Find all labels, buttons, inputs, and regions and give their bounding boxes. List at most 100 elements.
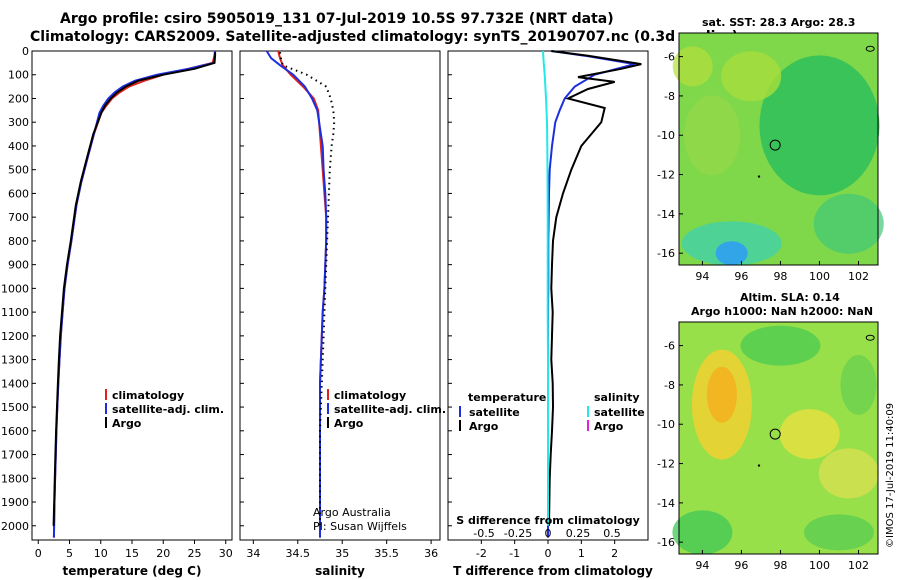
x-tick-label: 34.5 xyxy=(286,547,311,560)
x-tick-label: 94 xyxy=(695,270,709,283)
island-outline xyxy=(865,45,875,52)
y-tick-label: -12 xyxy=(657,458,675,471)
x-tick-label: 94 xyxy=(695,559,709,572)
x-tick-label: 35 xyxy=(335,547,349,560)
legend-label: Argo xyxy=(594,420,624,433)
x-tick-label: 15 xyxy=(125,547,139,560)
y-tick-label: 1300 xyxy=(1,354,29,367)
x-tick-label: 96 xyxy=(734,270,748,283)
y-tick-label: 1800 xyxy=(1,472,29,485)
y-tick-label: 100 xyxy=(8,69,29,82)
y-tick-label: 1900 xyxy=(1,496,29,509)
y-tick-label: -16 xyxy=(657,536,675,549)
x-tick-label: 98 xyxy=(773,270,787,283)
series-climatology xyxy=(52,50,217,538)
y-tick-label: 1700 xyxy=(1,449,29,462)
x-tick-label: -1 xyxy=(509,547,520,560)
field-patch xyxy=(779,409,840,460)
legend-label: climatology xyxy=(334,389,406,402)
legend-label: satellite-adj. clim. xyxy=(112,403,224,416)
y-tick-label: 1200 xyxy=(1,330,29,343)
legend-label: climatology xyxy=(112,389,184,402)
island-outline xyxy=(865,334,875,341)
map-frame xyxy=(678,321,879,555)
y-tick-label: -14 xyxy=(657,208,675,221)
island-dot xyxy=(757,464,761,467)
y-tick-label: -12 xyxy=(657,169,675,182)
y-tick-label: 500 xyxy=(8,164,29,177)
x-tick-label: -2 xyxy=(476,547,487,560)
sla-map-subtitle: Argo h1000: NaN h2000: NaN xyxy=(691,305,874,318)
legend-label: Argo xyxy=(469,420,499,433)
y-tick-label: -14 xyxy=(657,497,675,510)
x-tick-label: 25 xyxy=(188,547,202,560)
y-tick-label: 0 xyxy=(22,45,29,58)
sla-map-title: Altim. SLA: 0.14 xyxy=(740,291,840,304)
x-tick-label: 10 xyxy=(94,547,108,560)
x-tick-label: 35.5 xyxy=(374,547,399,560)
y-tick-label: 1000 xyxy=(1,282,29,295)
map-frame xyxy=(678,32,879,266)
sst-map: 94 96 98 100 102 -6 -8 -10 -12 -14 -16 xyxy=(657,32,884,283)
field-patch xyxy=(818,448,879,499)
title-line-1: Argo profile: csiro 5905019_131 07-Jul-2… xyxy=(60,11,614,27)
x-tick-label: 96 xyxy=(734,559,748,572)
y-tick-label: 1400 xyxy=(1,377,29,390)
x-tick-label: 98 xyxy=(773,559,787,572)
legend-label: satellite xyxy=(594,406,645,419)
legend-label: satellite xyxy=(469,406,520,419)
top-tick-label: -0.5 xyxy=(473,527,494,540)
series-temperature-argo xyxy=(548,50,642,526)
top-tick-label: -0.25 xyxy=(504,527,532,540)
legend-header: salinity xyxy=(594,391,640,404)
top-tick-label: 0 xyxy=(545,527,552,540)
field-patch xyxy=(759,55,880,196)
series-satellite-adj-clim- xyxy=(52,50,217,538)
y-tick-label: -6 xyxy=(664,51,675,64)
x-tick-label: 36 xyxy=(424,547,438,560)
x-tick-label: 100 xyxy=(809,559,830,572)
y-tick-label: -16 xyxy=(657,247,675,260)
field-patch xyxy=(721,51,782,102)
y-tick-label: -6 xyxy=(664,340,675,353)
x-axis-label: salinity xyxy=(315,564,365,578)
legend-label: Argo xyxy=(334,417,364,430)
y-tick-label: -10 xyxy=(657,418,675,431)
field-patch xyxy=(684,95,741,176)
legend-label: satellite-adj. clim. xyxy=(334,403,446,416)
field-patch xyxy=(740,325,821,366)
field-patch xyxy=(706,366,737,423)
annotation-text: Argo Australia xyxy=(313,506,391,519)
sst-map-title: sat. SST: 28.3 Argo: 28.3 xyxy=(702,16,856,29)
legend-label: Argo xyxy=(112,417,142,430)
argo-position-marker xyxy=(769,428,781,440)
x-tick-label: 100 xyxy=(809,270,830,283)
y-tick-label: 1100 xyxy=(1,306,29,319)
y-tick-label: -8 xyxy=(664,90,675,103)
y-tick-label: 700 xyxy=(8,211,29,224)
field-patch xyxy=(813,193,884,254)
y-tick-label: 600 xyxy=(8,187,29,200)
y-tick-label: 400 xyxy=(8,140,29,153)
legend-header: temperature xyxy=(468,391,546,404)
series-argo xyxy=(52,52,217,526)
y-tick-label: 1600 xyxy=(1,425,29,438)
x-tick-label: 102 xyxy=(848,270,869,283)
x-axis-label: T difference from climatology xyxy=(453,564,653,578)
series-salinity-satellite xyxy=(542,50,549,526)
x-tick-label: 102 xyxy=(848,559,869,572)
top-tick-label: 0.5 xyxy=(603,527,621,540)
y-tick-label: 800 xyxy=(8,235,29,248)
field-patch xyxy=(715,241,748,266)
sla-map: 94 96 98 100 102 -6 -8 -10 -12 -14 -16 xyxy=(657,321,879,572)
y-tick-label: 300 xyxy=(8,116,29,129)
field-patch xyxy=(672,510,733,555)
title-line-2: Climatology: CARS2009. Satellite-adjuste… xyxy=(30,29,739,45)
top-tick-label: 0.25 xyxy=(566,527,591,540)
y-tick-label: 900 xyxy=(8,259,29,272)
field-patch xyxy=(840,354,877,415)
x-tick-label: 0 xyxy=(35,547,42,560)
y-tick-label: -10 xyxy=(657,129,675,142)
series-satellite-adj-clim- xyxy=(265,50,328,538)
